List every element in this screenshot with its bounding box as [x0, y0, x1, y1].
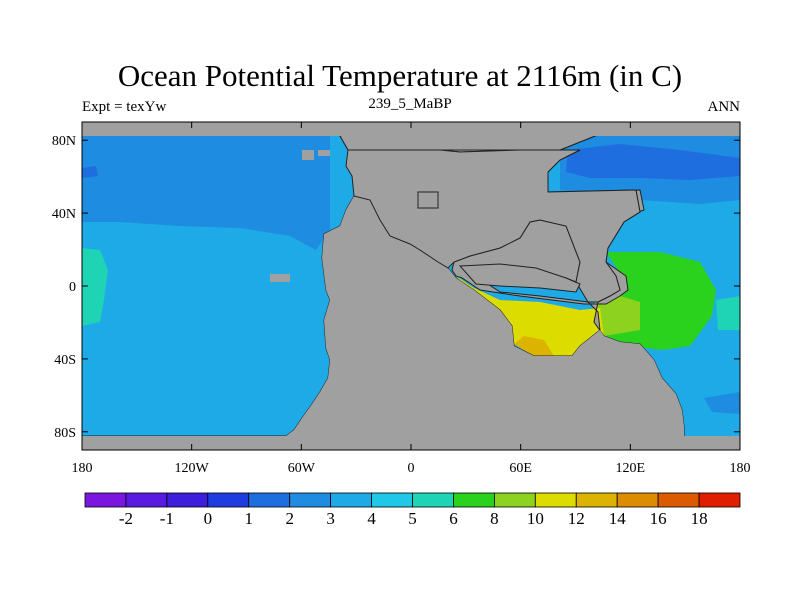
colorbar-swatch: [534, 492, 577, 508]
x-tick-label: 180: [730, 461, 751, 476]
colorbar-label: 1: [245, 509, 254, 528]
colorbar-label: 0: [204, 509, 213, 528]
island-north-a: [302, 150, 314, 160]
y-tick-label: 80N: [52, 134, 76, 149]
colorbar-swatch: [371, 492, 413, 508]
colorbar-swatch: [248, 492, 291, 508]
colorbar-label: 5: [408, 509, 417, 528]
colorbar-label: -1: [160, 509, 174, 528]
x-axis: 180 120W 60W 0 60E 120E 180: [72, 122, 751, 476]
colorbar-label: 16: [650, 509, 667, 528]
experiment-label: Expt = texYw: [82, 99, 167, 115]
antarctic-land-strip: [82, 436, 740, 450]
colorbar-swatch: [289, 492, 332, 508]
western-warm-band: [82, 248, 108, 326]
plot-title: Ocean Potential Temperature at 2116m (in…: [117, 58, 683, 93]
colorbar-swatch: [657, 492, 700, 508]
x-tick-label: 120W: [175, 461, 210, 476]
colorbar-label: 4: [367, 509, 376, 528]
north-panthalassa-cold: [82, 122, 330, 250]
x-tick-label: 120E: [616, 461, 646, 476]
colorbar-swatch: [125, 492, 168, 508]
south-east-cold: [704, 392, 740, 414]
colorbar: -2 -1 0 1 2 3 4 5 6 8 10 12 14 16 18: [84, 492, 741, 528]
colorbar-swatch: [575, 492, 618, 508]
y-tick-label: 0: [69, 280, 76, 295]
colorbar-label: -2: [119, 509, 133, 528]
small-island: [417, 191, 439, 209]
polar-land-strip: [82, 122, 740, 136]
eastern-mid-band: [716, 296, 740, 330]
southern-tethys-orange: [514, 336, 554, 356]
colorbar-swatch: [616, 492, 659, 508]
x-tick-label: 60E: [509, 461, 532, 476]
cimmerian-strip: [458, 263, 581, 293]
colorbar-label: 3: [326, 509, 335, 528]
colorbar-swatch: [207, 492, 250, 508]
x-tick-label: 60W: [288, 461, 316, 476]
eastern-light-green: [592, 296, 640, 336]
colorbar-swatch: [330, 492, 372, 508]
pangaea-interior: [82, 196, 740, 450]
colorbar-label: 14: [609, 509, 627, 528]
southern-tethys-warm: [456, 276, 604, 356]
colorbar-swatch: [453, 492, 495, 508]
x-tick-label: 180: [72, 461, 93, 476]
y-tick-label: 40N: [52, 207, 76, 222]
colorbar-swatch: [698, 492, 741, 508]
island-equator: [270, 274, 290, 282]
colorbar-label: 2: [285, 509, 294, 528]
map-panel: [82, 122, 740, 450]
colorbar-label: 6: [449, 509, 458, 528]
season-label: ANN: [707, 99, 741, 115]
north-east-colder: [566, 144, 740, 180]
colorbar-label: 18: [691, 509, 708, 528]
age-label: 239_5_MaBP: [368, 96, 452, 112]
colorbar-label: 10: [527, 509, 544, 528]
y-tick-label: 40S: [54, 353, 76, 368]
y-tick-label: 80S: [54, 426, 76, 441]
colorbar-swatch: [84, 492, 127, 508]
colorbar-swatch: [166, 492, 209, 508]
colorbar-label: 8: [490, 509, 499, 528]
y-axis: 80N 40N 0 40S 80S: [52, 134, 740, 441]
colorbar-swatch: [493, 492, 536, 508]
colorbar-swatch: [412, 492, 454, 508]
island-north-b: [318, 150, 330, 156]
colorbar-label: 12: [568, 509, 585, 528]
x-tick-label: 0: [408, 461, 415, 476]
north-west-colder: [82, 166, 98, 178]
